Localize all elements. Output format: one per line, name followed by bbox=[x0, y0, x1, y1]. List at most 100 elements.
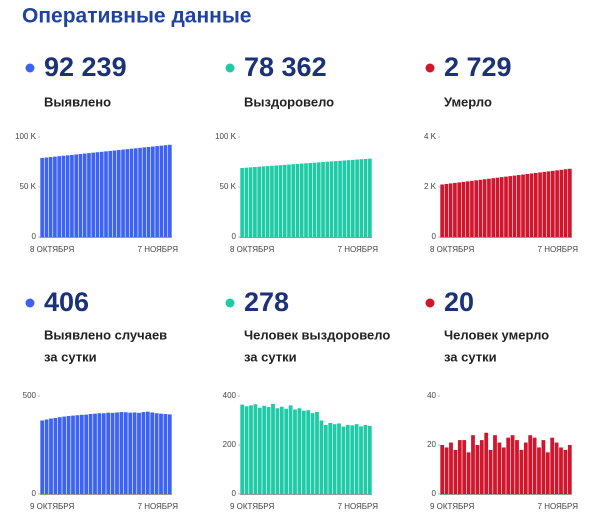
bar bbox=[257, 166, 261, 237]
bar bbox=[106, 412, 111, 494]
bar bbox=[482, 179, 487, 237]
bar bbox=[555, 170, 559, 237]
bar bbox=[363, 424, 368, 494]
bar bbox=[253, 167, 257, 237]
bar bbox=[537, 447, 541, 494]
bar bbox=[312, 162, 317, 237]
bar bbox=[128, 412, 133, 494]
headline-value: 2 729 bbox=[444, 52, 512, 82]
bar bbox=[538, 172, 542, 237]
legend-dot bbox=[425, 298, 435, 308]
bar bbox=[71, 415, 75, 494]
stat-label: Выявлено случаев bbox=[44, 327, 167, 342]
bar bbox=[495, 177, 500, 237]
bar bbox=[293, 409, 297, 494]
y-tick-label: 100 K bbox=[215, 132, 237, 141]
bar bbox=[261, 166, 266, 237]
bar bbox=[310, 413, 315, 494]
bar bbox=[551, 170, 555, 237]
x-tick-label: 7 НОЯБРЯ bbox=[538, 245, 579, 254]
y-tick-label: 20 bbox=[427, 440, 436, 449]
x-tick-label: 7 НОЯБРЯ bbox=[538, 502, 579, 511]
bar bbox=[341, 426, 346, 494]
bar bbox=[262, 405, 267, 494]
bar bbox=[368, 158, 372, 237]
bar bbox=[133, 148, 138, 237]
bar bbox=[521, 174, 525, 237]
bar bbox=[57, 417, 62, 494]
bar bbox=[487, 178, 491, 237]
bar bbox=[567, 445, 572, 494]
bar bbox=[279, 406, 284, 494]
bar bbox=[151, 146, 155, 237]
bar bbox=[123, 412, 128, 494]
bar bbox=[529, 173, 534, 237]
x-tick-label: 7 НОЯБРЯ bbox=[138, 245, 179, 254]
bar bbox=[154, 413, 159, 494]
y-tick-label: 0 bbox=[432, 489, 437, 498]
bar bbox=[62, 416, 67, 494]
bar bbox=[332, 424, 337, 494]
bar bbox=[457, 182, 461, 237]
bar bbox=[141, 412, 146, 494]
bar bbox=[532, 437, 537, 494]
bar bbox=[448, 183, 453, 237]
y-tick-label: 0 bbox=[232, 489, 237, 498]
headline-value: 406 bbox=[44, 287, 89, 317]
bar bbox=[82, 153, 87, 237]
stat-label: Человек умерло bbox=[444, 327, 549, 342]
bar bbox=[163, 414, 168, 494]
x-tick-label: 7 НОЯБРЯ bbox=[338, 245, 379, 254]
bar bbox=[444, 183, 449, 237]
bar bbox=[278, 165, 283, 237]
bar bbox=[101, 413, 106, 494]
bar bbox=[525, 174, 530, 237]
bar bbox=[271, 403, 275, 494]
y-tick-label: 200 bbox=[223, 440, 237, 449]
bar bbox=[306, 410, 311, 494]
bar bbox=[240, 404, 245, 494]
bar bbox=[74, 154, 79, 237]
bar bbox=[516, 175, 521, 237]
bar bbox=[70, 154, 74, 237]
bar bbox=[44, 157, 49, 237]
bar bbox=[295, 163, 300, 237]
y-tick-label: 40 bbox=[427, 391, 436, 400]
bar bbox=[474, 180, 479, 237]
bar bbox=[257, 407, 262, 494]
y-tick-label: 400 bbox=[223, 391, 237, 400]
bar bbox=[301, 410, 306, 494]
bar bbox=[501, 447, 506, 494]
bar bbox=[66, 415, 71, 494]
y-tick-label: 0 bbox=[32, 232, 37, 241]
bar bbox=[93, 413, 97, 494]
stat-label: за сутки bbox=[444, 349, 497, 364]
y-tick-label: 0 bbox=[32, 489, 37, 498]
bar bbox=[99, 151, 104, 237]
bar bbox=[265, 166, 270, 237]
bar bbox=[91, 152, 96, 237]
x-tick-label: 8 ОКТЯБРЯ bbox=[230, 245, 274, 254]
bar bbox=[510, 435, 515, 494]
bar bbox=[115, 412, 119, 494]
x-tick-label: 7 НОЯБРЯ bbox=[138, 502, 179, 511]
bar bbox=[40, 420, 45, 494]
legend-dot bbox=[225, 63, 235, 73]
x-tick-label: 8 ОКТЯБРЯ bbox=[430, 245, 474, 254]
bar bbox=[116, 150, 121, 237]
bar bbox=[282, 164, 287, 237]
bar bbox=[75, 415, 80, 494]
legend-dot bbox=[25, 63, 35, 73]
bar bbox=[559, 169, 564, 237]
bar bbox=[244, 406, 249, 494]
bar bbox=[248, 167, 253, 237]
bar bbox=[288, 405, 293, 494]
bar bbox=[559, 447, 563, 494]
x-tick-label: 9 ОКТЯБРЯ bbox=[30, 502, 74, 511]
bar bbox=[453, 449, 458, 494]
bar bbox=[328, 422, 333, 494]
headline-value: 278 bbox=[244, 287, 289, 317]
bar bbox=[337, 423, 341, 494]
bar bbox=[49, 418, 53, 494]
